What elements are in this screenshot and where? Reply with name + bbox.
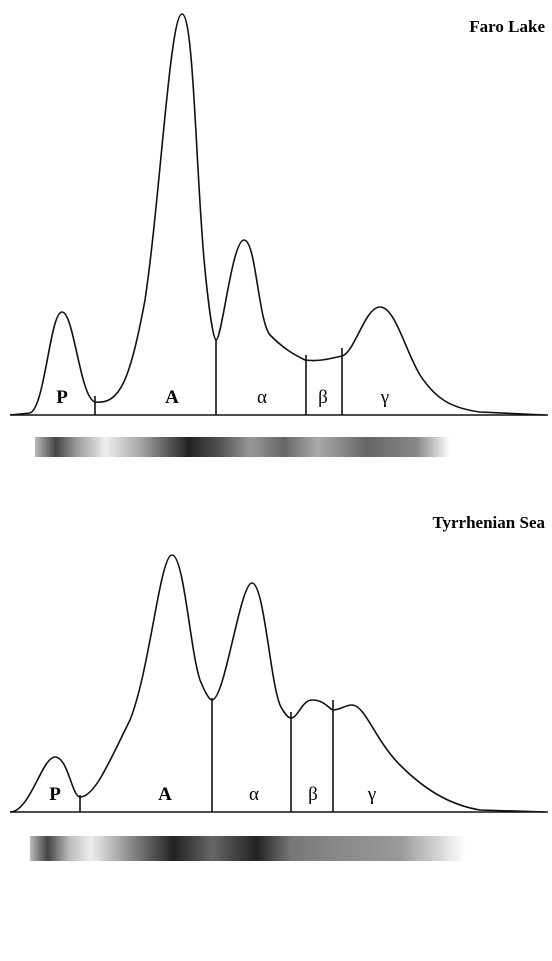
panel: Tyrrhenian Sea P A α β γ: [10, 513, 548, 861]
panel-title: Tyrrhenian Sea: [432, 513, 545, 532]
fraction-label: A: [165, 387, 179, 408]
fraction-label: α: [249, 784, 259, 805]
fraction-label: P: [56, 387, 68, 408]
fraction-label: γ: [380, 387, 389, 408]
trace: [10, 555, 545, 812]
fraction-label: α: [257, 387, 267, 408]
fraction-label: γ: [367, 784, 376, 805]
panel-title: Faro Lake: [469, 17, 545, 36]
fraction-label: β: [308, 784, 318, 805]
figure: Faro Lake P A α β γ Tyrrhenian Sea P A α…: [0, 0, 552, 961]
fraction-label: P: [49, 784, 61, 805]
trace: [10, 14, 545, 415]
panel: Faro Lake P A α β γ: [10, 14, 548, 457]
fraction-label: β: [318, 387, 328, 408]
fraction-label: A: [158, 784, 172, 805]
gel-strip: [30, 836, 465, 861]
gel-strip: [35, 437, 450, 457]
